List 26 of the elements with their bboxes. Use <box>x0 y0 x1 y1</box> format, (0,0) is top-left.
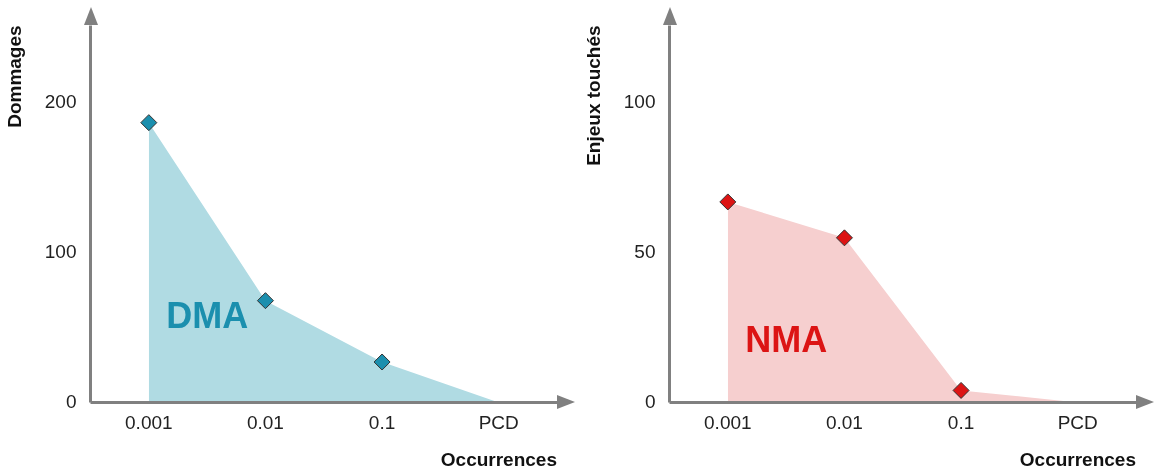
x-axis-title: Occurrences <box>1019 448 1136 470</box>
series-label: DMA <box>166 295 249 337</box>
point <box>719 193 737 211</box>
point <box>140 114 158 132</box>
y-tick-label: 200 <box>44 91 77 113</box>
x-tick-label: 0.001 <box>125 412 173 434</box>
x-axis-title: Occurrences <box>440 448 557 470</box>
x-tick-label: 0.001 <box>704 412 752 434</box>
y-tick-label: 100 <box>623 91 656 113</box>
x-tick-label: PCD <box>1057 412 1098 434</box>
series-label: NMA <box>745 319 828 361</box>
y-axis-title: Enjeux touchés <box>582 25 604 166</box>
point <box>256 292 274 310</box>
point <box>373 353 391 371</box>
y-tick-label: 50 <box>634 241 656 263</box>
y-tick-label: 0 <box>644 390 656 412</box>
x-tick-label: PCD <box>478 412 519 434</box>
point <box>952 381 970 399</box>
x-tick-label: 0.1 <box>368 412 396 434</box>
y-tick-label: 0 <box>65 390 77 412</box>
x-tick-label: 0.01 <box>825 412 863 434</box>
y-tick-label: 100 <box>44 241 77 263</box>
x-tick-label: 0.01 <box>246 412 284 434</box>
y-axis-title: Dommages <box>3 25 25 128</box>
point <box>835 229 853 247</box>
x-tick-label: 0.1 <box>947 412 975 434</box>
